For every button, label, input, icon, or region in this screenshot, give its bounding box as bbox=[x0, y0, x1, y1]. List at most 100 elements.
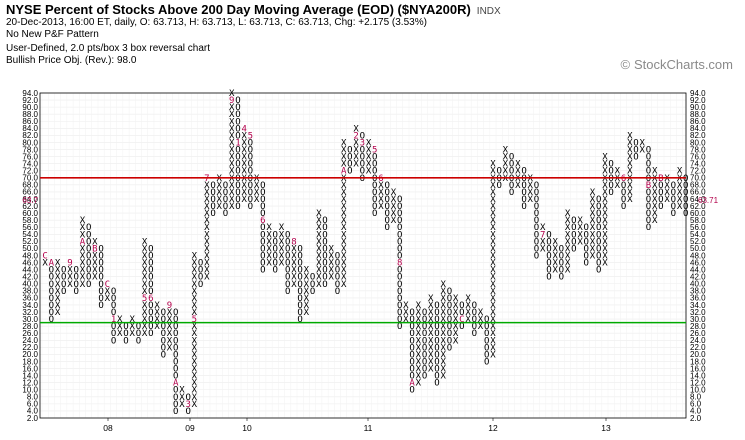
o-box: O bbox=[472, 329, 477, 339]
o-box: O bbox=[235, 195, 240, 205]
o-box: O bbox=[596, 216, 601, 226]
x-box: X bbox=[391, 202, 397, 212]
x-box: X bbox=[428, 301, 434, 311]
x-box: X bbox=[490, 237, 496, 247]
x-box: X bbox=[490, 315, 496, 325]
month-marker: 9 bbox=[229, 96, 234, 106]
o-box: O bbox=[335, 280, 340, 290]
o-box: O bbox=[422, 365, 427, 375]
o-box: O bbox=[422, 315, 427, 325]
month-marker: C bbox=[459, 315, 464, 325]
x-box: X bbox=[378, 195, 384, 205]
o-box: O bbox=[559, 244, 564, 254]
x-box: X bbox=[440, 287, 446, 297]
month-marker: 9 bbox=[67, 259, 72, 269]
o-box: O bbox=[608, 167, 613, 177]
x-box: X bbox=[142, 266, 148, 276]
y-tick-label: 92.0 bbox=[690, 96, 706, 105]
x-box: X bbox=[416, 365, 422, 375]
o-box: O bbox=[223, 188, 228, 198]
x-box: X bbox=[565, 230, 571, 240]
o-box: O bbox=[447, 315, 452, 325]
o-box: O bbox=[397, 209, 402, 219]
x-box: X bbox=[602, 223, 608, 233]
o-box: O bbox=[409, 336, 414, 346]
o-box: O bbox=[297, 308, 302, 318]
last-price-label: 63.71 bbox=[698, 196, 719, 205]
x-box: X bbox=[229, 146, 235, 156]
o-box: O bbox=[161, 322, 166, 332]
o-box: O bbox=[434, 308, 439, 318]
o-box: O bbox=[260, 188, 265, 198]
o-box: O bbox=[285, 252, 290, 262]
x-box: X bbox=[167, 308, 173, 318]
o-box: O bbox=[472, 315, 477, 325]
x-box: X bbox=[440, 308, 446, 318]
o-box: O bbox=[671, 181, 676, 191]
x-box: X bbox=[55, 294, 61, 304]
x-box: X bbox=[204, 216, 210, 226]
x-box: X bbox=[602, 181, 608, 191]
o-box: O bbox=[49, 294, 54, 304]
exchange-label: INDX bbox=[476, 6, 501, 17]
y-tick-label: 46.0 bbox=[22, 258, 38, 267]
o-box: O bbox=[86, 259, 91, 269]
o-box: O bbox=[422, 308, 427, 318]
y-tick-label: 76.0 bbox=[690, 152, 706, 161]
y-tick-label: 72.0 bbox=[690, 167, 706, 176]
month-marker: 6 bbox=[621, 174, 626, 184]
o-box: O bbox=[422, 322, 427, 332]
o-box: O bbox=[608, 188, 613, 198]
x-box: X bbox=[490, 181, 496, 191]
o-box: O bbox=[571, 230, 576, 240]
x-box: X bbox=[602, 244, 608, 254]
x-box: X bbox=[291, 266, 297, 276]
o-box: O bbox=[397, 230, 402, 240]
o-box: O bbox=[322, 223, 327, 233]
o-box: O bbox=[372, 167, 377, 177]
o-box: O bbox=[248, 188, 253, 198]
x-box: X bbox=[204, 259, 210, 269]
x-box: X bbox=[490, 336, 496, 346]
x-box: X bbox=[652, 174, 658, 184]
o-box: O bbox=[148, 273, 153, 283]
y-axis-left: 2.04.06.08.010.012.014.016.018.020.022.0… bbox=[22, 89, 38, 423]
o-box: O bbox=[434, 357, 439, 367]
x-box: X bbox=[192, 329, 198, 339]
x-box: X bbox=[602, 216, 608, 226]
o-box: O bbox=[534, 181, 539, 191]
o-box: O bbox=[285, 259, 290, 269]
o-box: O bbox=[459, 308, 464, 318]
o-box: O bbox=[596, 223, 601, 233]
o-box: O bbox=[397, 280, 402, 290]
x-box: X bbox=[590, 252, 596, 262]
x-box: X bbox=[254, 195, 260, 205]
o-box: O bbox=[235, 188, 240, 198]
x-box: X bbox=[528, 181, 534, 191]
x-box: X bbox=[266, 230, 272, 240]
o-box: O bbox=[61, 266, 66, 276]
o-box: O bbox=[472, 322, 477, 332]
o-box: O bbox=[422, 336, 427, 346]
x-box: X bbox=[192, 273, 198, 283]
o-box: O bbox=[372, 153, 377, 163]
y-tick-label: 36.0 bbox=[690, 294, 706, 303]
y-tick-label: 40.0 bbox=[690, 280, 706, 289]
x-box: X bbox=[192, 343, 198, 353]
o-box: O bbox=[210, 195, 215, 205]
x-box: X bbox=[490, 230, 496, 240]
y-tick-label: 84.0 bbox=[690, 124, 706, 133]
o-box: O bbox=[198, 259, 203, 269]
y-tick-label: 38.0 bbox=[690, 287, 706, 296]
x-box: X bbox=[416, 322, 422, 332]
x-box: X bbox=[279, 259, 285, 269]
y-tick-label: 54.0 bbox=[690, 230, 706, 239]
o-box: O bbox=[608, 174, 613, 184]
o-box: O bbox=[73, 280, 78, 290]
x-box: X bbox=[329, 244, 335, 254]
y-tick-label: 6.0 bbox=[27, 400, 39, 409]
x-box: X bbox=[465, 308, 471, 318]
o-box: O bbox=[422, 329, 427, 339]
o-box: O bbox=[584, 223, 589, 233]
x-box: X bbox=[503, 167, 509, 177]
